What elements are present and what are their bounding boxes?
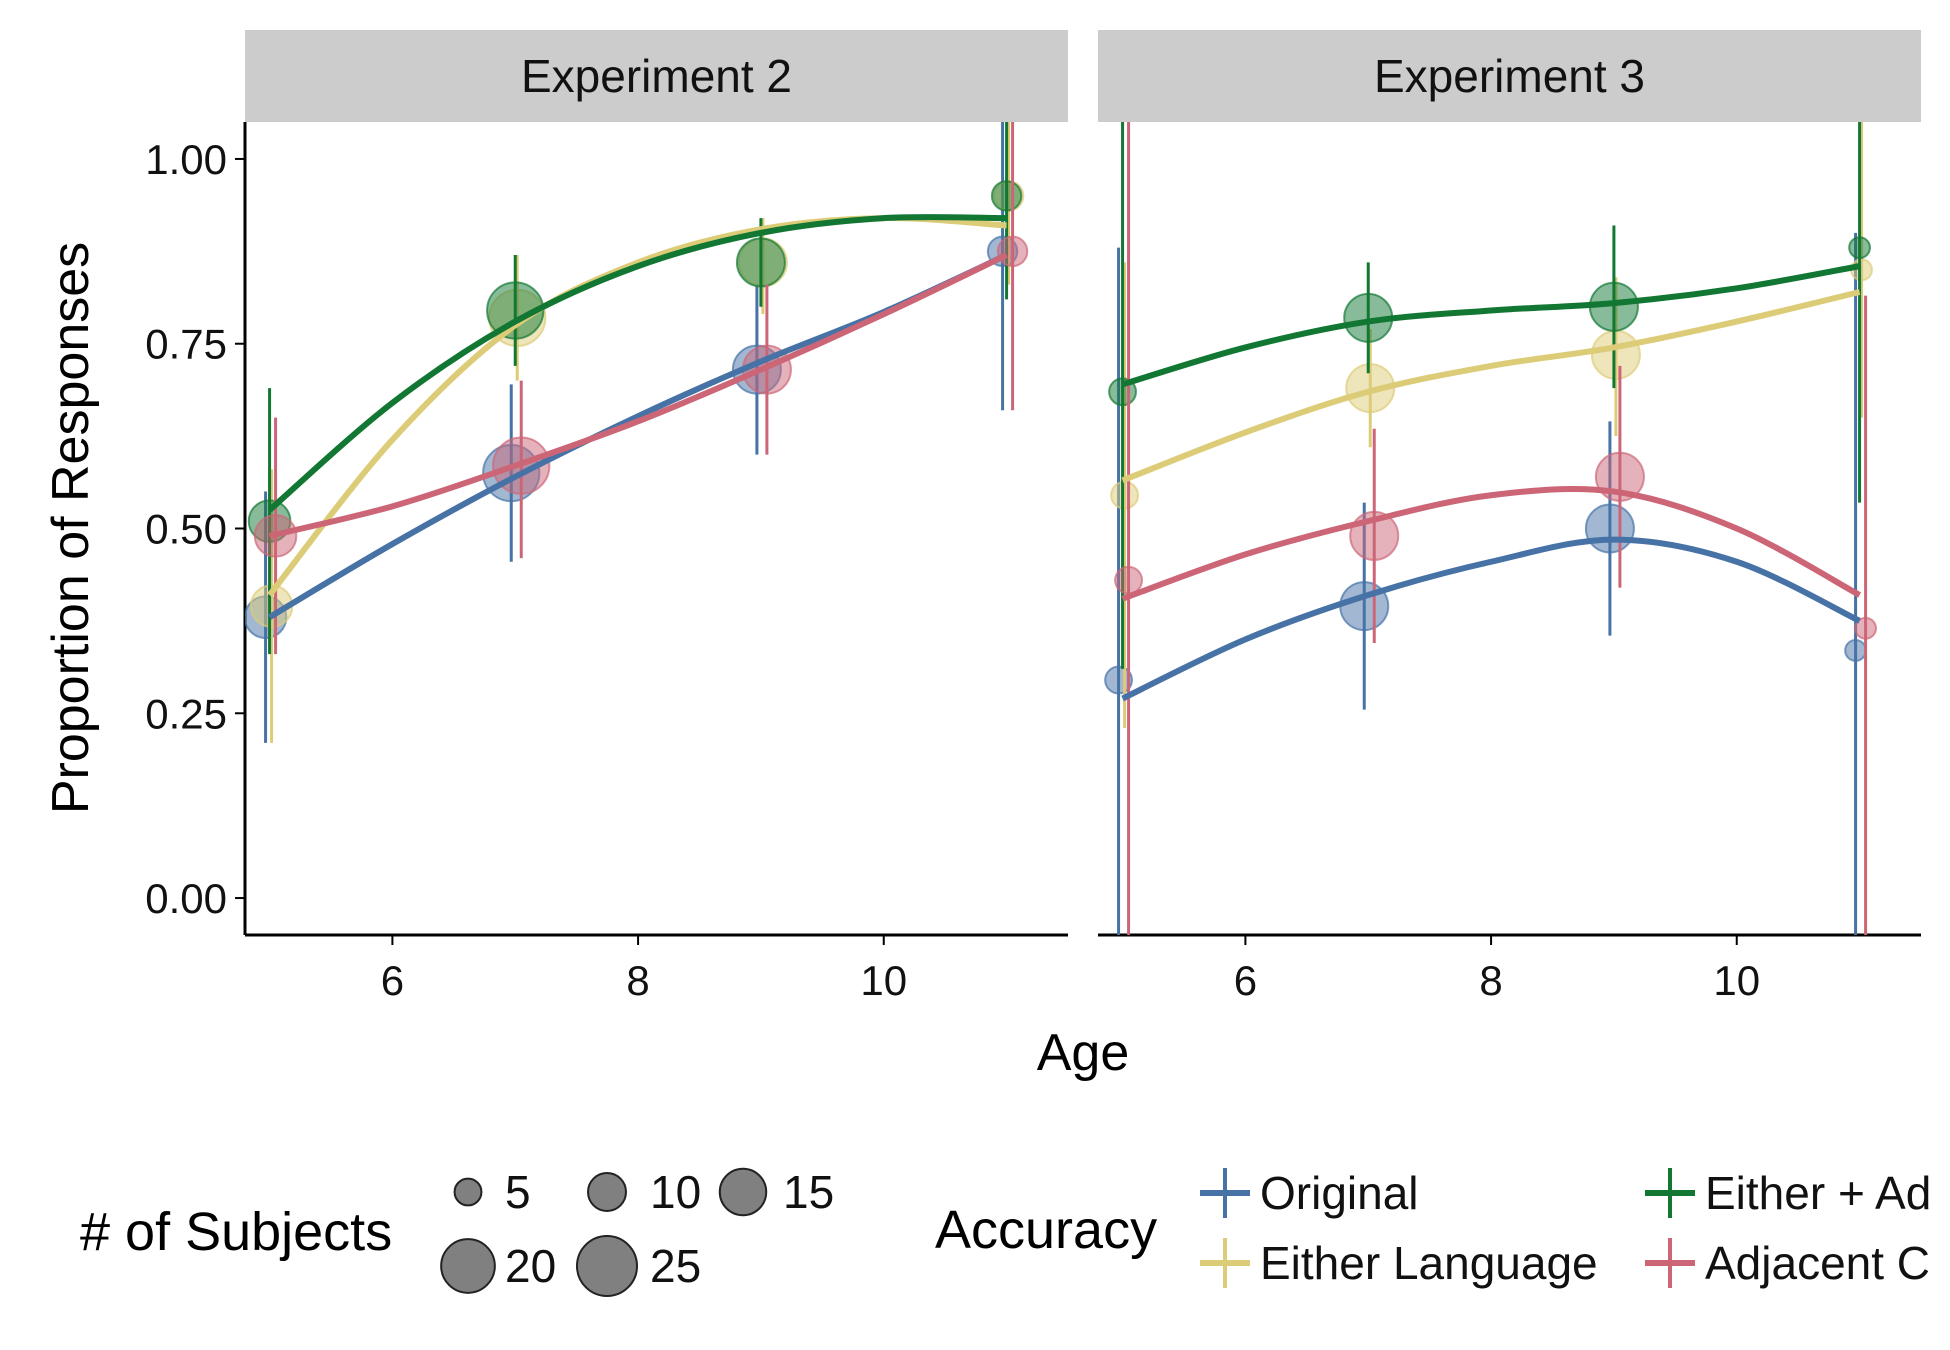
y-tick-label: 0.75 xyxy=(145,321,227,368)
size-legend-key xyxy=(587,1172,627,1212)
x-tick-label: 8 xyxy=(626,957,649,1004)
x-tick-label: 6 xyxy=(381,957,404,1004)
panel-2: Experiment 3 6 8 10 xyxy=(1098,30,1921,1004)
panel-strip xyxy=(245,30,1068,122)
size-legend-title: # of Subjects xyxy=(80,1202,392,1262)
trend-line xyxy=(267,213,1007,513)
trend-line xyxy=(1121,485,1862,602)
plot-area xyxy=(245,122,1029,743)
x-tick-label: 10 xyxy=(1713,957,1760,1004)
trend-line xyxy=(1121,536,1861,702)
size-legend-label: 25 xyxy=(650,1240,701,1292)
size-legend-label: 5 xyxy=(505,1166,531,1218)
size-legend-label: 15 xyxy=(783,1166,834,1218)
size-legend-label: 20 xyxy=(505,1240,556,1292)
color-legend-label: Either + Ad xyxy=(1705,1167,1931,1219)
size-legend-label: 10 xyxy=(650,1166,701,1218)
panel-1: Experiment 2 0.00 0.25 0.50 0.75 1.00 6 8 10 xyxy=(145,30,1068,1004)
color-legend-title: Accuracy xyxy=(935,1200,1157,1260)
trend-line xyxy=(268,252,1008,539)
panel-title: Experiment 3 xyxy=(1374,50,1645,102)
panel-strip xyxy=(1098,30,1921,122)
y-tick-label: 1.00 xyxy=(145,136,227,183)
trend-line xyxy=(1121,263,1861,388)
x-tick-label: 6 xyxy=(1234,957,1257,1004)
y-axis-title: Proportion of Responses xyxy=(42,242,100,814)
color-legend: Accuracy Original Either Language Either + … xyxy=(935,1167,1931,1289)
panel-title: Experiment 2 xyxy=(521,50,792,102)
color-legend-label: Adjacent C xyxy=(1705,1237,1930,1289)
size-legend-key xyxy=(440,1238,496,1294)
size-legend-key xyxy=(718,1167,768,1217)
size-legend-key xyxy=(453,1177,483,1207)
x-tick-label: 10 xyxy=(860,957,907,1004)
x-axis-title: Age xyxy=(1037,1024,1130,1082)
color-legend-label: Original xyxy=(1260,1167,1419,1219)
x-tick-label: 8 xyxy=(1479,957,1502,1004)
trend-line xyxy=(267,215,1007,597)
plot-area xyxy=(1104,122,1877,935)
color-legend-label: Either Language xyxy=(1260,1237,1598,1289)
size-legend-key xyxy=(576,1235,638,1297)
trend-line xyxy=(1121,289,1861,484)
y-tick-label: 0.50 xyxy=(145,506,227,553)
y-tick-label: 0.25 xyxy=(145,690,227,737)
y-tick-label: 0.00 xyxy=(145,875,227,922)
size-legend: # of Subjects 5 10 15 20 25 xyxy=(80,1166,834,1297)
